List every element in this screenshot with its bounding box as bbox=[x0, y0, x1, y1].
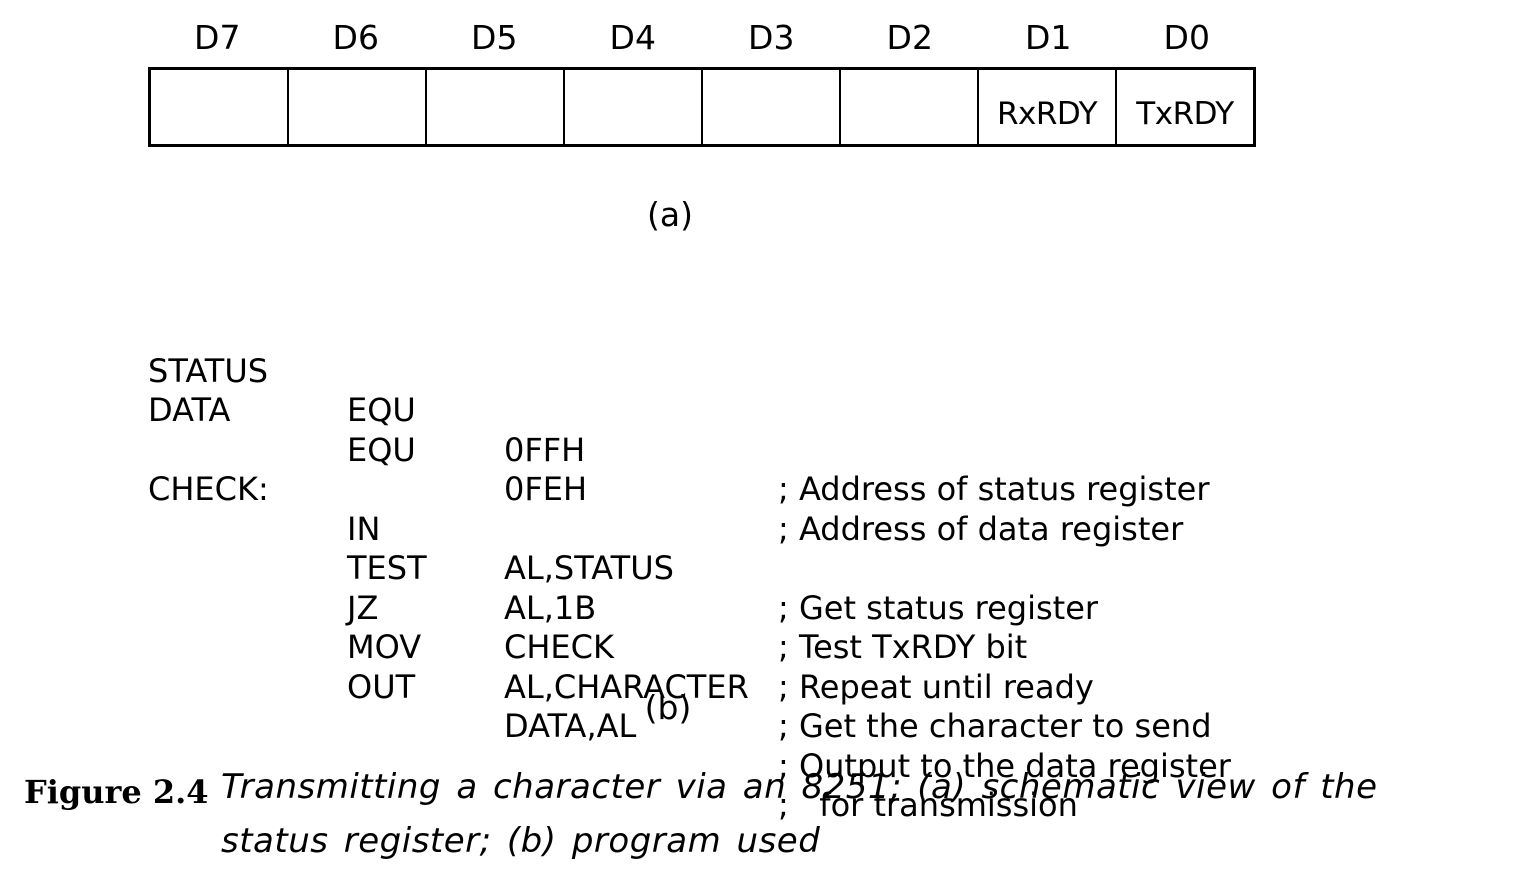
register-cell-d3 bbox=[703, 70, 841, 144]
code-operand: AL,CHARACTER bbox=[504, 667, 749, 706]
code-line: STATUS EQU 0FFH ; Address of status regi… bbox=[148, 312, 1348, 509]
code-label: CHECK: bbox=[148, 470, 269, 508]
code-opcode: TEST bbox=[347, 549, 427, 587]
bit-label-d3: D3 bbox=[748, 18, 795, 57]
program-listing: STATUS EQU 0FFH ; Address of status regi… bbox=[148, 312, 1348, 825]
code-opcode: OUT bbox=[347, 667, 416, 706]
code-opcode: MOV bbox=[347, 628, 422, 666]
code-opcode: EQU bbox=[347, 391, 416, 429]
bit-label-d2: D2 bbox=[886, 18, 933, 57]
code-comment: ; Address of data register bbox=[778, 509, 1184, 548]
code-line: CHECK: IN AL,STATUS ; Get status registe… bbox=[148, 431, 1348, 627]
code-line: TEST AL,1B ; Test TxRDY bit bbox=[148, 470, 1348, 666]
bit-label-d0: D0 bbox=[1163, 18, 1210, 57]
code-comment: ; Get status register bbox=[778, 588, 1099, 627]
bit-label-d5: D5 bbox=[471, 18, 518, 57]
code-label: DATA bbox=[148, 391, 231, 429]
code-label: STATUS bbox=[148, 351, 269, 390]
code-opcode: IN bbox=[347, 509, 381, 548]
bit-label-d1: D1 bbox=[1025, 18, 1072, 57]
bit-labels-row: D7 D6 D5 D4 D3 D2 D1 D0 bbox=[148, 16, 1256, 60]
figure-caption-text: Transmitting a character via an 8251; (a… bbox=[221, 767, 1378, 861]
code-operand: CHECK bbox=[504, 628, 614, 666]
code-comment: ; Get the character to send bbox=[778, 707, 1212, 745]
subcaption-a: (a) bbox=[647, 195, 693, 234]
code-operand: DATA,AL bbox=[504, 707, 637, 745]
register-cell-d4 bbox=[565, 70, 703, 144]
bit-label-d4: D4 bbox=[609, 18, 656, 57]
code-operand: AL,STATUS bbox=[504, 549, 674, 587]
register-cell-d2 bbox=[841, 70, 979, 144]
subcaption-b: (b) bbox=[644, 688, 692, 727]
code-operand: AL,1B bbox=[504, 588, 597, 627]
code-comment: ; for transmission bbox=[778, 786, 1078, 824]
code-operand: 0FFH bbox=[504, 430, 586, 469]
bit-label-d7: D7 bbox=[194, 18, 241, 57]
code-operand: 0FEH bbox=[504, 470, 588, 508]
code-comment: ; Repeat until ready bbox=[778, 667, 1094, 706]
code-line: MOV AL,CHARACTER ; Get the character to … bbox=[148, 549, 1348, 745]
code-opcode: JZ bbox=[347, 588, 379, 627]
register-cell-d7 bbox=[151, 70, 289, 144]
status-register-box: RxRDY TxRDY bbox=[148, 67, 1256, 147]
code-line: ; for transmission bbox=[148, 628, 1348, 824]
code-comment: ; Address of status register bbox=[778, 470, 1210, 508]
code-line: JZ CHECK ; Repeat until ready bbox=[148, 510, 1348, 706]
register-cell-d6 bbox=[289, 70, 427, 144]
code-line: OUT DATA,AL ; Output to the data registe… bbox=[148, 589, 1348, 785]
code-comment: ; Test TxRDY bit bbox=[778, 628, 1028, 666]
bit-label-d6: D6 bbox=[332, 18, 379, 57]
code-comment: ; Output to the data register bbox=[778, 746, 1231, 785]
figure-number: Figure 2.4 bbox=[24, 773, 209, 811]
register-cell-d0-txrdy: TxRDY bbox=[1136, 96, 1234, 132]
code-blank-line bbox=[148, 391, 1348, 431]
code-opcode: EQU bbox=[347, 430, 416, 469]
code-line: DATA EQU 0FEH ; Address of data register bbox=[148, 352, 1348, 548]
register-cell-d5 bbox=[427, 70, 565, 144]
register-cell-d1-rxrdy: RxRDY bbox=[979, 70, 1117, 144]
